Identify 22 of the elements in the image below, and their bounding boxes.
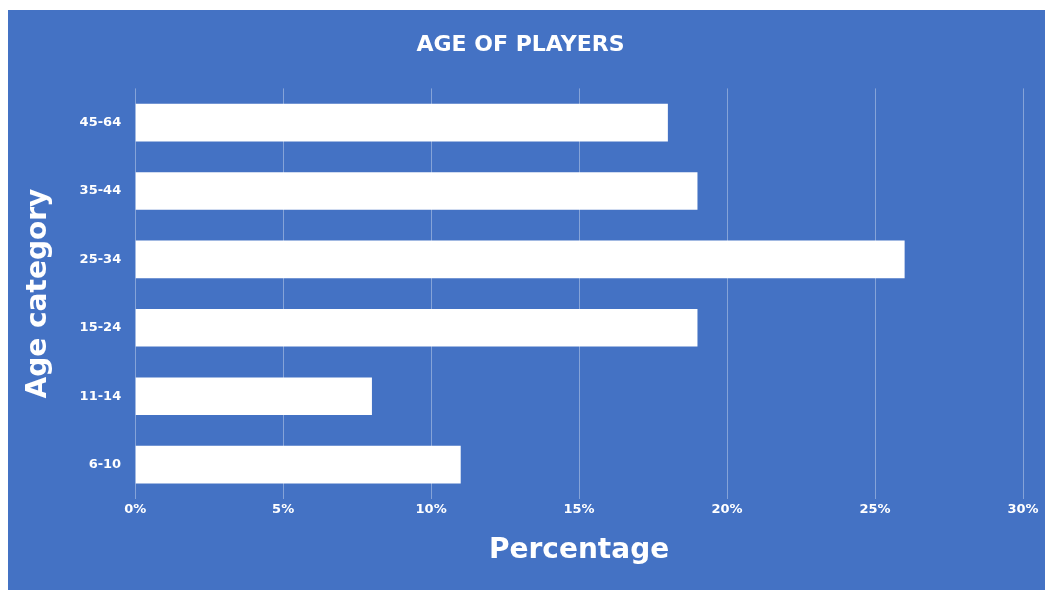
bar [135, 445, 461, 484]
bar [135, 377, 372, 416]
x-axis-title: Percentage [489, 532, 670, 566]
y-tick-label: 6-10 [88, 455, 122, 471]
y-tick-label: 25-34 [79, 250, 122, 266]
y-tick-label: 45-64 [79, 113, 122, 129]
bar [135, 103, 668, 142]
x-tick-label: 0% [124, 500, 147, 516]
y-axis-title: Age category [20, 188, 54, 399]
x-tick-label: 25% [859, 500, 891, 516]
x-tick-label: 10% [415, 500, 447, 516]
x-tick-label: 5% [272, 500, 295, 516]
bar [135, 240, 905, 279]
y-tick-label: 15-24 [79, 319, 122, 335]
bar [135, 308, 698, 347]
x-tick-label: 30% [1007, 500, 1039, 516]
x-tick-label: 20% [711, 500, 743, 516]
bar [135, 172, 698, 210]
chart-title: AGE OF PLAYERS [416, 30, 625, 56]
y-tick-label: 11-14 [79, 387, 122, 403]
y-tick-label: 35-44 [79, 182, 122, 198]
x-tick-label: 15% [563, 500, 595, 516]
